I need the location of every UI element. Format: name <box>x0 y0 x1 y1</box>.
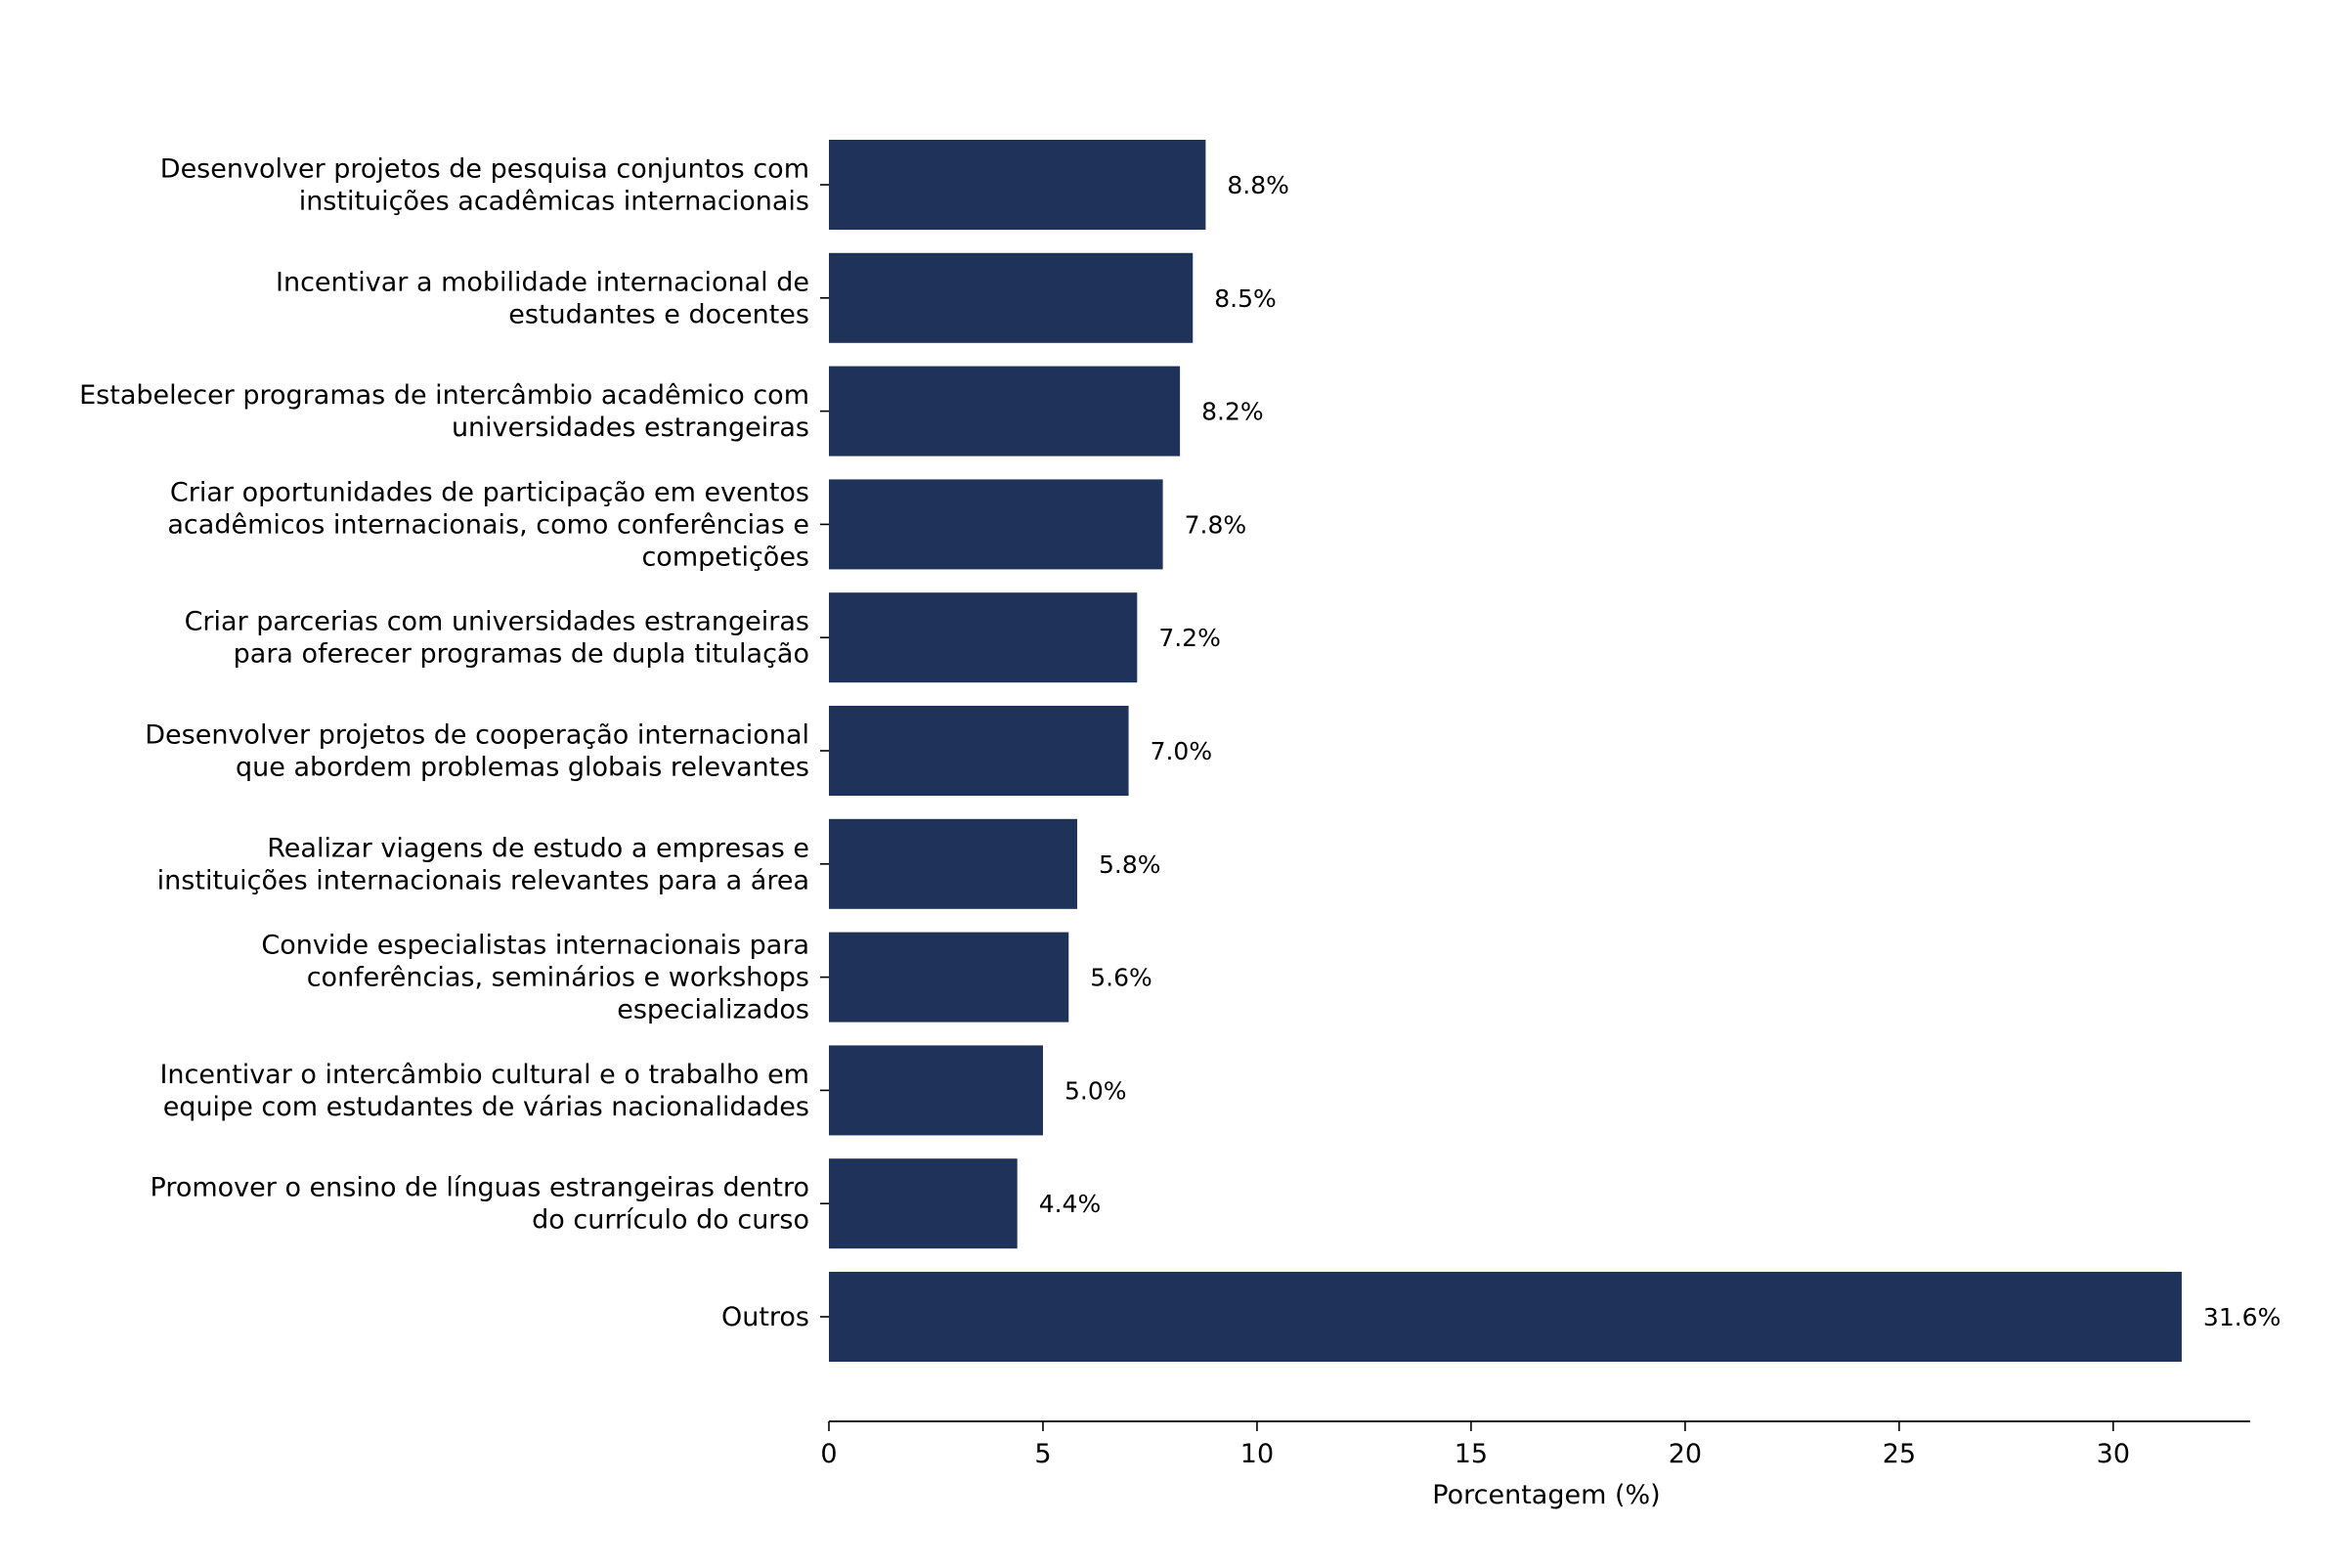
bar <box>829 1272 2182 1362</box>
category-label: Desenvolver projetos de pesquisa conjunt… <box>160 154 809 217</box>
data-label: 5.0% <box>1064 1076 1127 1105</box>
bar <box>829 140 1206 230</box>
category-label: Incentivar o intercâmbio cultural e o tr… <box>159 1060 809 1122</box>
bar <box>829 818 1078 909</box>
bar <box>829 706 1129 796</box>
data-label: 4.4% <box>1039 1190 1102 1218</box>
category-label: Convide especialistas internacionais par… <box>261 931 809 1025</box>
x-tick-label: 5 <box>1034 1439 1051 1469</box>
bar <box>829 592 1138 683</box>
data-label: 8.2% <box>1201 398 1264 426</box>
x-axis: 0 5 10 15 20 25 30 <box>820 1420 2250 1469</box>
category-label: Desenvolver projetos de cooperação inter… <box>145 720 809 783</box>
category-label: Criar parcerias com universidades estran… <box>185 607 809 670</box>
bar <box>829 252 1194 343</box>
category-label: Outros <box>721 1302 809 1332</box>
bar <box>829 1158 1018 1249</box>
x-tick-label: 25 <box>1883 1439 1916 1469</box>
category-label: Estabelecer programas de intercâmbio aca… <box>79 380 809 443</box>
data-label: 7.2% <box>1158 624 1221 652</box>
x-tick-label: 0 <box>820 1439 837 1469</box>
bar <box>829 932 1069 1023</box>
data-label: 8.5% <box>1214 284 1277 313</box>
bar <box>829 1045 1043 1136</box>
bar <box>829 479 1163 570</box>
data-label: 7.8% <box>1185 510 1247 539</box>
x-tick-label: 20 <box>1669 1439 1702 1469</box>
data-label: 31.6% <box>2203 1303 2281 1331</box>
data-labels-layer: 8.8% 8.5% 8.2% 7.8% 7.2% 7.0% 5.8% 5.6% 5.0% 4.4%… <box>1039 171 2281 1331</box>
data-label: 5.8% <box>1099 850 1161 879</box>
x-tick-label: 30 <box>2097 1439 2130 1469</box>
data-label: 7.0% <box>1151 737 1213 765</box>
category-labels-layer: Desenvolver projetos de pesquisa conjunt… <box>79 154 829 1332</box>
bars-layer <box>829 140 2182 1362</box>
category-label: Promover o ensino de línguas estrangeira… <box>151 1173 809 1236</box>
x-tick-label: 15 <box>1455 1439 1488 1469</box>
data-label: 8.8% <box>1227 171 1289 199</box>
category-label: Incentivar a mobilidade internacional de… <box>276 267 809 329</box>
x-axis-label: Porcentagem (%) <box>1432 1480 1660 1510</box>
category-label: Criar oportunidades de participação em e… <box>167 477 809 572</box>
data-label: 5.6% <box>1090 964 1152 992</box>
bar <box>829 366 1181 457</box>
x-tick-label: 10 <box>1240 1439 1274 1469</box>
